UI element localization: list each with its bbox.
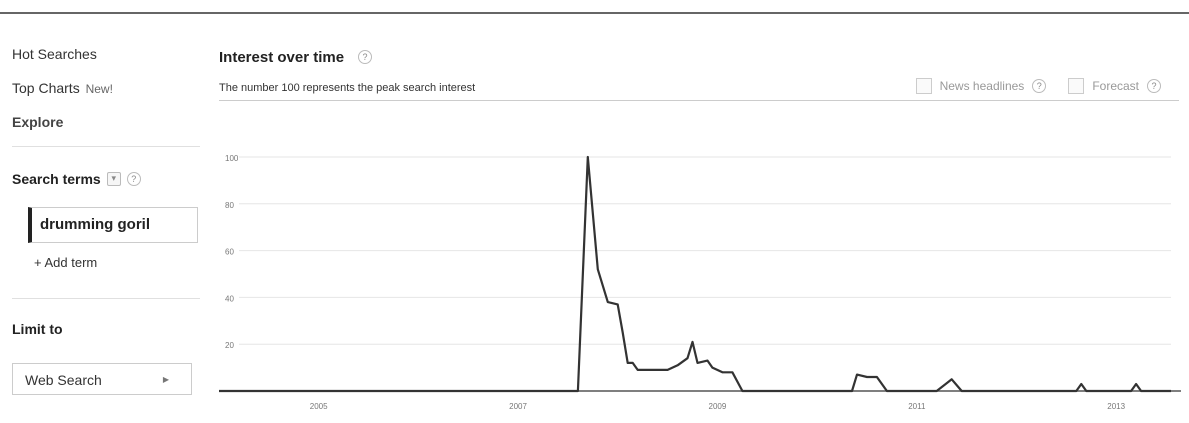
y-tick-label: 60: [225, 248, 234, 257]
interest-chart: 20 40 60 80 100 2005 2007 2009 2011 2013: [219, 145, 1189, 423]
x-tick-label: 2005: [310, 402, 328, 411]
sidebar-divider: [12, 298, 200, 299]
news-headlines-toggle[interactable]: News headlines ?: [915, 78, 1047, 94]
search-terms-label: Search terms: [12, 171, 101, 187]
nav-explore[interactable]: Explore: [12, 114, 64, 130]
interest-chart-svg: 20 40 60 80 100 2005 2007 2009 2011 2013: [219, 154, 1181, 411]
search-term-input[interactable]: drumming goril: [28, 207, 198, 243]
help-icon[interactable]: ?: [1032, 79, 1047, 93]
chart-title: Interest over time: [219, 48, 345, 66]
news-headlines-label: News headlines: [939, 79, 1025, 93]
y-tick-label: 20: [225, 341, 234, 350]
x-tick-label: 2011: [908, 402, 926, 411]
chart-header: Interest over time ?: [219, 46, 1179, 68]
search-type-dropdown[interactable]: Web Search ▶: [12, 363, 192, 395]
limit-to-heading: Limit to: [12, 321, 63, 337]
chart-subtitle: The number 100 represents the peak searc…: [219, 82, 476, 94]
forecast-checkbox[interactable]: [1068, 78, 1085, 94]
help-icon[interactable]: ?: [126, 172, 141, 186]
y-tick-label: 80: [225, 201, 234, 210]
top-divider: [0, 12, 1189, 14]
y-tick-label: 40: [225, 294, 234, 303]
caret-right-icon: ▶: [162, 375, 169, 384]
main-panel: Interest over time ? The number 100 repr…: [219, 46, 1179, 101]
nav-hot-searches[interactable]: Hot Searches: [12, 46, 97, 62]
chart-subtitle-row: The number 100 represents the peak searc…: [219, 78, 1179, 101]
nav-top-charts-label: Top Charts: [12, 80, 80, 96]
search-type-value: Web Search: [25, 372, 102, 388]
help-icon[interactable]: ?: [1147, 79, 1161, 93]
x-tick-label: 2013: [1107, 402, 1125, 411]
y-tick-label: 100: [225, 154, 239, 163]
news-headlines-checkbox[interactable]: [915, 78, 932, 94]
forecast-toggle[interactable]: Forecast ?: [1068, 78, 1161, 94]
sidebar: Hot Searches Top Charts New! Explore Sea…: [12, 44, 202, 395]
chevron-down-icon[interactable]: ▾: [106, 172, 121, 186]
help-icon[interactable]: ?: [358, 50, 373, 64]
add-term-button[interactable]: + Add term: [34, 255, 98, 270]
nav-top-charts[interactable]: Top Charts New!: [12, 78, 202, 98]
x-tick-label: 2007: [509, 402, 527, 411]
x-tick-label: 2009: [709, 402, 727, 411]
forecast-label: Forecast: [1092, 79, 1139, 93]
new-badge: New!: [85, 82, 113, 96]
chart-toggles: News headlines ? Forecast ?: [902, 78, 1161, 94]
search-terms-heading: Search terms ▾ ?: [12, 169, 202, 189]
sidebar-divider: [12, 146, 200, 147]
series-line: [219, 155, 1171, 393]
